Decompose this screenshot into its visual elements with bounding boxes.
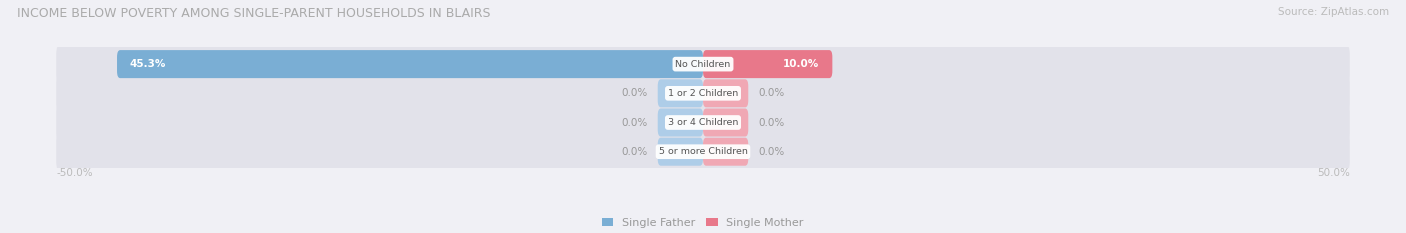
Text: 3 or 4 Children: 3 or 4 Children [668, 118, 738, 127]
FancyBboxPatch shape [658, 109, 703, 137]
FancyBboxPatch shape [56, 73, 1350, 113]
FancyBboxPatch shape [56, 103, 1350, 142]
Text: 45.3%: 45.3% [129, 59, 166, 69]
FancyBboxPatch shape [658, 138, 703, 166]
Text: 5 or more Children: 5 or more Children [658, 147, 748, 156]
Text: 0.0%: 0.0% [759, 88, 785, 98]
Text: 1 or 2 Children: 1 or 2 Children [668, 89, 738, 98]
Text: 10.0%: 10.0% [783, 59, 820, 69]
Text: 0.0%: 0.0% [759, 117, 785, 127]
Text: No Children: No Children [675, 60, 731, 69]
Text: 50.0%: 50.0% [1317, 168, 1350, 178]
Legend: Single Father, Single Mother: Single Father, Single Mother [598, 213, 808, 233]
FancyBboxPatch shape [703, 50, 832, 78]
FancyBboxPatch shape [703, 138, 748, 166]
Text: -50.0%: -50.0% [56, 168, 93, 178]
Text: Source: ZipAtlas.com: Source: ZipAtlas.com [1278, 7, 1389, 17]
FancyBboxPatch shape [703, 109, 748, 137]
Text: 0.0%: 0.0% [621, 117, 647, 127]
Text: 0.0%: 0.0% [759, 147, 785, 157]
Text: 0.0%: 0.0% [621, 88, 647, 98]
FancyBboxPatch shape [117, 50, 703, 78]
Text: INCOME BELOW POVERTY AMONG SINGLE-PARENT HOUSEHOLDS IN BLAIRS: INCOME BELOW POVERTY AMONG SINGLE-PARENT… [17, 7, 491, 20]
Text: 0.0%: 0.0% [621, 147, 647, 157]
FancyBboxPatch shape [658, 79, 703, 107]
FancyBboxPatch shape [56, 44, 1350, 84]
FancyBboxPatch shape [56, 132, 1350, 171]
FancyBboxPatch shape [703, 79, 748, 107]
